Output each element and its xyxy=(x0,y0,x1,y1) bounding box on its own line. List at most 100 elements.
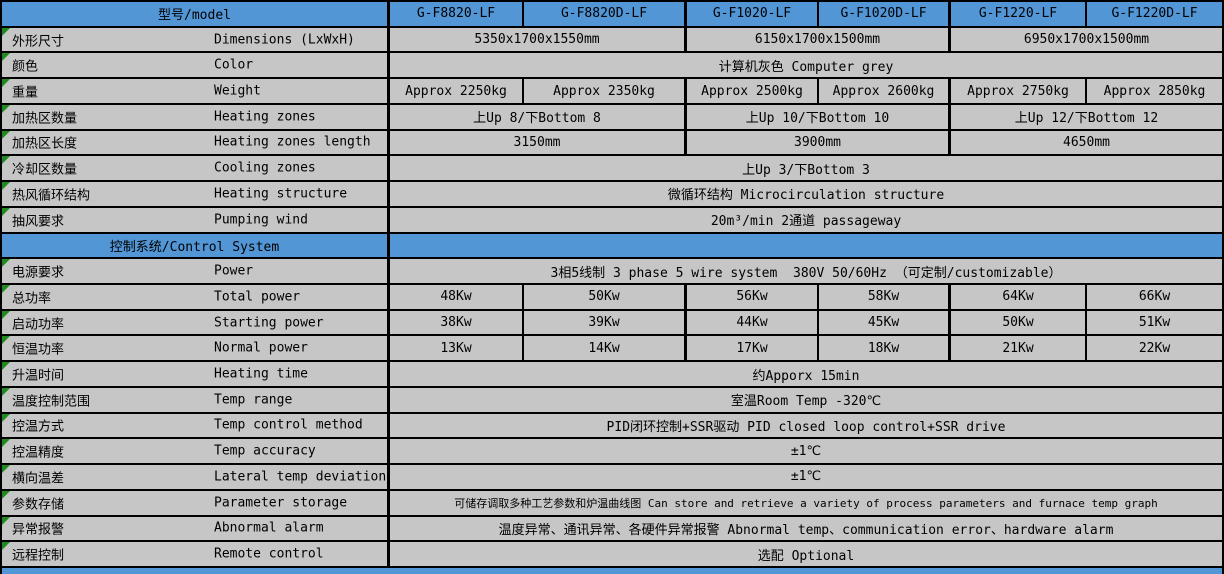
spec-value-cell: 选配 Optional xyxy=(757,548,855,564)
row-values: 38Kw 39Kw 44Kw 45Kw 50Kw 51Kw xyxy=(390,310,1222,335)
row-label-cell: 异常报警 Abnormal alarm xyxy=(2,516,390,541)
spec-value-cell: 20m³/min 2通道 passageway xyxy=(710,214,902,230)
row-values: 13Kw 14Kw 17Kw 18Kw 21Kw 22Kw xyxy=(390,336,1222,361)
row-values: ±1℃ xyxy=(390,439,1222,463)
cell-corner-marker-icon xyxy=(2,336,10,345)
cell-corner-marker-icon xyxy=(2,27,10,36)
cell-corner-marker-icon xyxy=(2,516,10,525)
row-label-zh: 升温时间 xyxy=(12,368,65,384)
row-label-zh: 抽风要求 xyxy=(12,214,65,230)
spec-value-cell: 22Kw xyxy=(1138,340,1171,356)
row-label-zh: 远程控制 xyxy=(12,548,65,564)
spec-row-parameter-storage: 参数存储 Parameter storage 可储存调取多种工艺参数和炉温曲线图 C… xyxy=(2,490,1222,517)
spec-value-cell: 17Kw xyxy=(687,336,819,361)
spec-value-cell: 6150x1700x1500mm xyxy=(687,27,951,52)
row-label-en: Temp range xyxy=(214,392,293,408)
row-values: 可储存调取多种工艺参数和炉温曲线图 Can store and retrieve… xyxy=(390,491,1222,515)
spec-value-cell: 微循环结构 Microcirculation structure xyxy=(667,188,945,204)
row-label-en: Power xyxy=(214,263,254,279)
spec-value-cell: Approx 2600kg xyxy=(819,79,951,103)
row-label-zh: 总功率 xyxy=(12,291,52,307)
spec-value-cell: 温度异常、通讯异常、各硬件异常报警 Abnormal temp、communic… xyxy=(498,522,1114,538)
spec-value-cell: 上Up 10/下Bottom 10 xyxy=(687,104,951,129)
spec-row-normal-power: 恒温功率 Normal power 13Kw 14Kw 17Kw 18Kw 21Kw 22Kw xyxy=(2,336,1222,363)
spec-row-heating-structure: 热风循环结构 Heating structure 微循环结构 Microcircul… xyxy=(2,182,1222,208)
row-label-en: Parameter storage xyxy=(214,495,348,511)
row-label-zh: 温度控制范围 xyxy=(12,394,91,410)
row-label-en: Heating structure xyxy=(214,186,348,202)
spec-row-abnormal-alarm: 异常报警 Abnormal alarm 温度异常、通讯异常、各硬件异常报警 Abno… xyxy=(2,516,1222,543)
cell-corner-marker-icon xyxy=(2,104,10,113)
row-label-en: Heating zones xyxy=(214,109,316,125)
row-values: PID闭环控制+SSR驱动 PID closed loop control+SS… xyxy=(390,414,1222,438)
cell-corner-marker-icon xyxy=(2,439,10,448)
row-label-zh: 横向温差 xyxy=(12,471,65,487)
spec-row-starting-power: 启动功率 Starting power 38Kw 39Kw 44Kw 45Kw 50Kw 51… xyxy=(2,310,1222,337)
model-header-cell: G-F8820D-LF xyxy=(524,2,687,26)
row-label-zh: 加热区长度 xyxy=(12,136,78,152)
cell-corner-marker-icon xyxy=(2,284,10,293)
cell-corner-marker-icon xyxy=(2,156,10,165)
row-label-en: Abnormal alarm xyxy=(214,520,324,536)
row-label-zh: 重量 xyxy=(12,85,39,101)
spec-value-cell: 58Kw xyxy=(819,284,951,309)
row-label-zh: 异常报警 xyxy=(12,522,65,538)
model-header-cell: G-F8820-LF xyxy=(390,2,524,26)
row-label-zh: 控温方式 xyxy=(12,419,65,435)
spec-value-cell: 18Kw xyxy=(819,336,951,361)
spec-value-cell: 64Kw xyxy=(951,284,1087,309)
row-values: 上Up 3/下Bottom 3 xyxy=(390,156,1222,180)
spec-value-cell: 14Kw xyxy=(524,336,687,361)
spec-row-dimensions-lxwxh: 外形尺寸 Dimensions (LxWxH) 5350x1700x1550mm 61… xyxy=(2,27,1222,54)
row-label-cell: 冷却区数量 Cooling zones xyxy=(2,156,390,181)
spec-value-cell: Approx 2500kg xyxy=(687,79,819,103)
row-label-cell: 温度控制范围 Temp range xyxy=(2,387,390,412)
row-values: 选配 Optional xyxy=(390,542,1222,566)
spec-value-cell: 21Kw xyxy=(951,336,1087,361)
model-header-row: 型号/model G-F8820-LF G-F8820D-LF G-F1020-LF… xyxy=(2,2,1222,28)
spec-row-cooling-zones: 冷却区数量 Cooling zones 上Up 3/下Bottom 3 xyxy=(2,156,1222,183)
spec-value-cell: 3相5线制 3 phase 5 wire system 380V 50/60Hz… xyxy=(550,265,1062,281)
row-values: 温度异常、通讯异常、各硬件异常报警 Abnormal temp、communic… xyxy=(390,517,1222,541)
row-values: 3150mm 3900mm 4650mm xyxy=(390,130,1222,155)
row-label-en: Temp accuracy xyxy=(214,443,316,459)
row-label-cell: 颜色 Color xyxy=(2,53,390,78)
spec-value-cell: 3150mm xyxy=(390,130,687,155)
row-label-en: Starting power xyxy=(214,315,324,331)
row-values: 计算机灰色 Computer grey xyxy=(390,53,1222,77)
cell-corner-marker-icon xyxy=(2,542,10,551)
spec-value-cell: Approx 2250kg xyxy=(390,79,524,103)
row-label-cell: 重量 Weight xyxy=(2,79,390,103)
row-label-zh: 颜色 xyxy=(12,59,39,75)
row-label-cell: 总功率 Total power xyxy=(2,284,390,309)
cell-corner-marker-icon xyxy=(2,130,10,139)
cell-corner-marker-icon xyxy=(2,207,10,216)
cell-corner-marker-icon xyxy=(2,182,10,191)
row-label-zh: 恒温功率 xyxy=(12,342,65,358)
spec-value-cell: Approx 2750kg xyxy=(951,79,1087,103)
spec-value-cell: 13Kw xyxy=(390,336,524,361)
spec-value-cell: 51Kw xyxy=(1138,315,1171,331)
model-header-cell: G-F1220D-LF xyxy=(1087,2,1222,26)
row-label-cell: 控温精度 Temp accuracy xyxy=(2,439,390,464)
row-label-zh: 电源要求 xyxy=(12,265,65,281)
row-values: 微循环结构 Microcirculation structure xyxy=(390,182,1222,206)
row-label-en: Heating time xyxy=(214,366,308,382)
row-values: 上Up 8/下Bottom 8 上Up 10/下Bottom 10 上Up 12/下… xyxy=(390,104,1222,129)
section-title-cell: 控制系统/Control System xyxy=(2,233,390,258)
row-label-cell: 恒温功率 Normal power xyxy=(2,336,390,361)
spec-value-cell: 50Kw xyxy=(524,284,687,309)
row-label-en: Temp control method xyxy=(214,417,363,433)
row-label-cell: 远程控制 Remote control xyxy=(2,542,390,566)
spec-row-heating-time: 升温时间 Heating time 约Apporx 15min xyxy=(2,362,1222,388)
row-label-cell: 外形尺寸 Dimensions (LxWxH) xyxy=(2,27,390,52)
section-title: 控制系统/Control System xyxy=(109,239,280,255)
spec-row-temp-range: 温度控制范围 Temp range 室温Room Temp -320℃ xyxy=(2,387,1222,414)
row-label-en: Pumping wind xyxy=(214,212,308,228)
spec-value-cell: 上Up 3/下Bottom 3 xyxy=(742,162,870,178)
row-values: 5350x1700x1550mm 6150x1700x1500mm 6950x170… xyxy=(390,27,1222,52)
row-label-cell: 加热区长度 Heating zones length xyxy=(2,130,390,155)
cell-corner-marker-icon xyxy=(2,490,10,499)
row-label-cell: 加热区数量 Heating zones xyxy=(2,104,390,129)
